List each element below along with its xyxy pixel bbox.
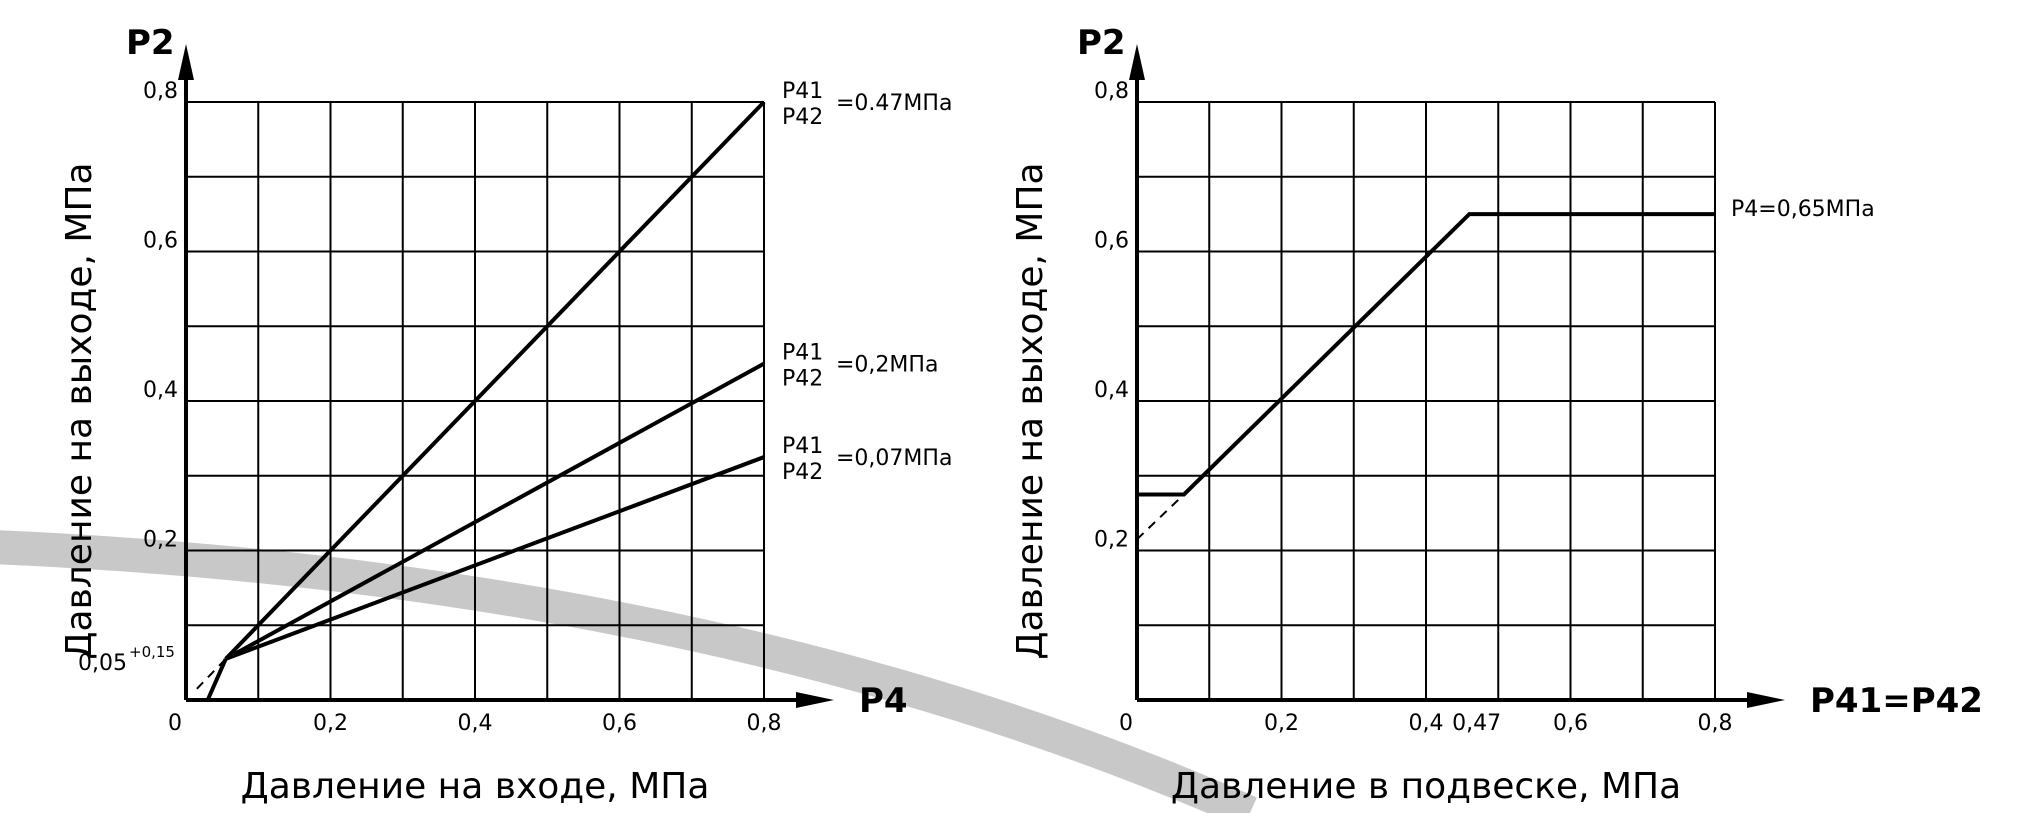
start-point-label: 0,05 [78, 651, 127, 676]
y-tick-label: 0,4 [1094, 378, 1129, 403]
x-tick-label: 0 [168, 711, 182, 736]
y-axis-name: P2 [126, 23, 175, 63]
series-label-value: =0,2МПа [836, 353, 938, 378]
chart-right: P2 P41=P42 0 0,2 0,4 0,47 0,6 0,8 0,2 0,4 0,6 0,8 Да… [1010, 23, 1983, 807]
series-label-top: P41 [782, 341, 823, 366]
x-tick-label: 0,8 [1698, 711, 1733, 736]
x-tick-label: 0,4 [1409, 711, 1444, 736]
dashed-extension [196, 658, 227, 690]
y-axis-arrow [1129, 44, 1145, 80]
y-axis-title: Давление на выходе, МПа [1010, 162, 1051, 659]
y-tick-label: 0,2 [1094, 528, 1129, 553]
y-tick-label: 0,2 [143, 528, 178, 553]
chart-left: P2 P4 0 0,2 0,4 0,6 0,8 0,2 0,4 0,6 0,8 Давление на… [59, 23, 952, 807]
start-point-superscript: +0,15 [129, 643, 175, 661]
series-line [1137, 212, 1715, 497]
x-axis-arrow [1747, 692, 1785, 708]
series-line [225, 455, 765, 661]
y-axis-title: Давление на выходе, МПа [59, 162, 100, 659]
x-tick-label: 0,47 [1452, 711, 1501, 736]
series-label-value: =0.47МПа [836, 91, 952, 116]
x-axis-title: Давление в подвеске, МПа [1171, 766, 1681, 807]
x-tick-label: 0,8 [747, 711, 782, 736]
series-line [224, 361, 765, 661]
series-label-top: P41 [782, 434, 823, 459]
series-label-top: P41 [782, 79, 823, 104]
x-tick-label: 0,2 [313, 711, 348, 736]
y-tick-label: 0,6 [143, 229, 178, 254]
x-tick-label: 0,6 [1553, 711, 1588, 736]
dashed-extension [1136, 493, 1185, 541]
x-axis-name: P41=P42 [1810, 681, 1983, 721]
y-axis-name: P2 [1077, 23, 1126, 63]
series-label-bottom: P42 [782, 367, 823, 392]
series-line [224, 100, 766, 661]
start-segment [205, 658, 228, 701]
x-tick-label: 0,6 [602, 711, 637, 736]
x-tick-label: 0,4 [458, 711, 493, 736]
series-label-bottom: P42 [782, 105, 823, 130]
x-tick-label: 0 [1119, 711, 1133, 736]
x-axis-arrow [796, 692, 834, 708]
x-axis-title: Давление на входе, МПа [241, 766, 710, 807]
series-label-value: =0,07МПа [836, 446, 952, 471]
x-tick-label: 0,2 [1264, 711, 1299, 736]
y-tick-label: 0,6 [1094, 229, 1129, 254]
series-label-bottom: P42 [782, 460, 823, 485]
x-axis-name: P4 [859, 681, 908, 721]
y-tick-label: 0,8 [1094, 79, 1129, 104]
y-axis-arrow [178, 44, 194, 80]
y-tick-label: 0,4 [143, 378, 178, 403]
series-label: P4=0,65МПа [1731, 197, 1875, 222]
y-tick-label: 0,8 [143, 79, 178, 104]
